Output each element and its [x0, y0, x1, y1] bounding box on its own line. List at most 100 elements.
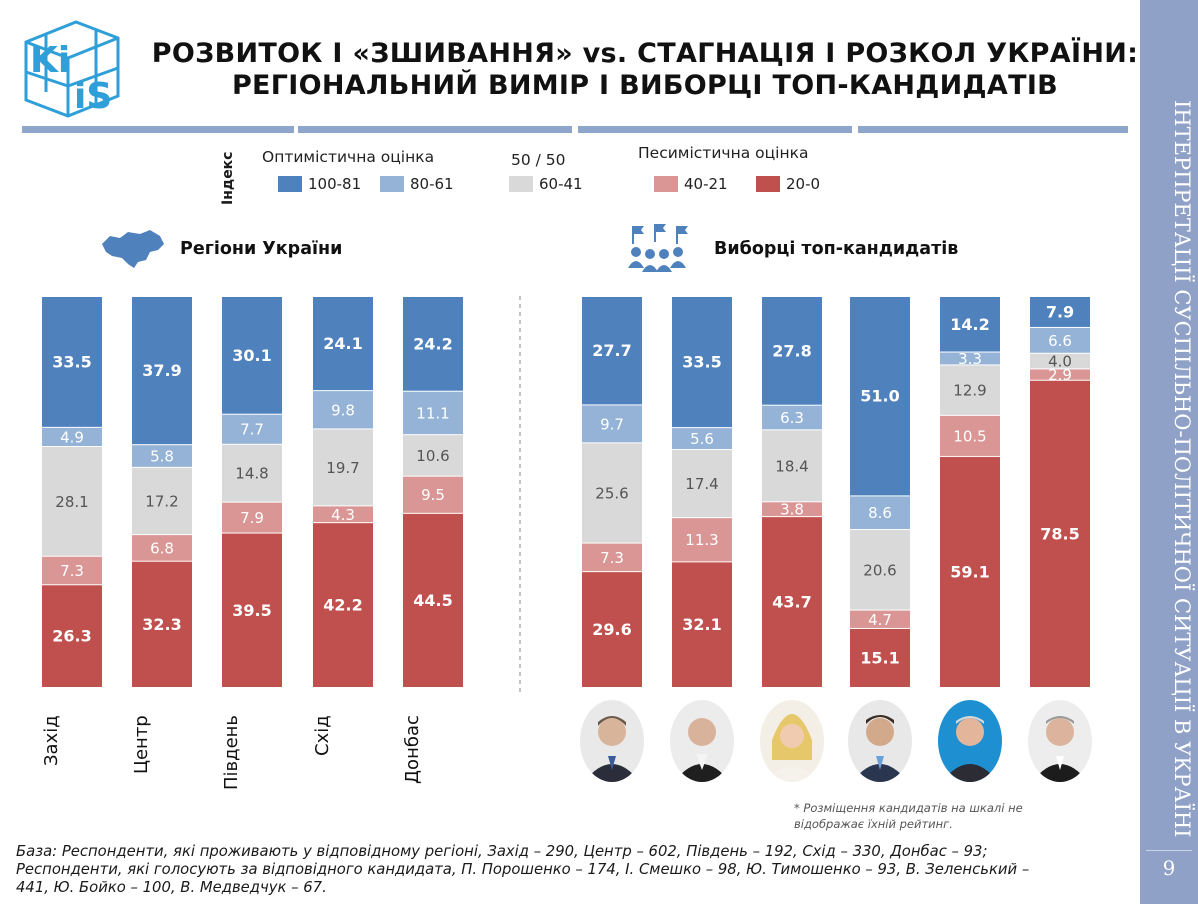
bar-value-label: 51.0 — [860, 387, 899, 406]
bar-segment — [313, 429, 373, 506]
bar-segment — [132, 561, 192, 687]
candidate-portrait-4 — [848, 700, 912, 782]
bar-value-label: 33.5 — [682, 353, 721, 372]
logo-text-is: iS — [74, 76, 112, 117]
regions-section-title: Регіони України — [180, 239, 343, 259]
rating-footnote: * Розміщення кандидатів на шкалі не відо… — [794, 800, 1094, 832]
ukraine-map-icon — [102, 230, 164, 268]
sample-base-note: База: Респонденти, які проживають у відп… — [16, 843, 1136, 897]
bar-segment — [672, 297, 732, 428]
bar-segment — [762, 430, 822, 502]
bar-value-label: 10.5 — [953, 427, 986, 445]
legend-pessimistic-heading: Песимістична оцінка — [638, 144, 809, 162]
bar-segment — [762, 405, 822, 430]
bar-segment — [762, 517, 822, 687]
bar-value-label: 14.8 — [235, 465, 268, 483]
bar-segment — [940, 365, 1000, 415]
bar-segment — [1030, 297, 1090, 327]
region-label-donbas: Донбас — [402, 715, 423, 784]
bar-value-label: 3.8 — [780, 501, 804, 519]
bar-value-label: 44.5 — [413, 591, 452, 610]
legend-index-label: Індекс — [220, 151, 236, 205]
bar-value-label: 6.8 — [150, 539, 174, 557]
legend-label: 20-0 — [786, 175, 821, 193]
bar-segment — [403, 513, 463, 687]
bar-value-label: 32.3 — [142, 615, 181, 634]
bar-value-label: 5.6 — [690, 430, 714, 448]
region-label-tsentr: Центр — [131, 715, 152, 774]
legend-label: 80-61 — [410, 175, 454, 193]
bar-segment — [222, 444, 282, 502]
page-title-line-1: РОЗВИТОК І «ЗШИВАННЯ» vs. СТАГНАЦІЯ І РО… — [151, 38, 1139, 69]
bar-value-label: 78.5 — [1040, 524, 1079, 543]
bar-segment — [132, 297, 192, 445]
page-title-line-2: РЕГІОНАЛЬНИЙ ВИМІР І ВИБОРЦІ ТОП-КАНДИДА… — [231, 70, 1059, 101]
sidebar — [1140, 0, 1198, 904]
bar-segment — [42, 297, 102, 427]
bar-segment — [222, 297, 282, 414]
legend-label: 40-21 — [684, 175, 728, 193]
bar-segment — [582, 572, 642, 687]
bar-value-label: 24.1 — [323, 334, 362, 353]
legend-swatch — [756, 176, 780, 192]
region-label-skhid: Схід — [312, 715, 333, 756]
bar-value-label: 27.7 — [592, 341, 631, 360]
bar-value-label: 28.1 — [55, 493, 88, 511]
legend-swatch — [509, 176, 533, 192]
bar-value-label: 12.9 — [953, 382, 986, 400]
bar-segment — [132, 467, 192, 535]
legend-item-60-41: 60-41 — [509, 174, 583, 194]
region-label-pivden: Південь — [221, 715, 242, 791]
bar-value-label: 4.7 — [868, 611, 892, 629]
bar-value-label: 27.8 — [772, 341, 811, 360]
bar-value-label: 20.6 — [863, 561, 896, 579]
bar-value-label: 17.2 — [145, 492, 178, 510]
base-line-3: 441, Ю. Бойко – 100, В. Медведчук – 67. — [16, 879, 327, 896]
bar-value-label: 7.9 — [240, 509, 264, 527]
legend-swatch — [278, 176, 302, 192]
bar-segment — [762, 297, 822, 405]
bar-value-label: 4.9 — [60, 428, 84, 446]
voters-crowd-icon — [628, 224, 688, 272]
page-number: 9 — [1162, 856, 1176, 880]
bar-segment — [1030, 369, 1090, 380]
bar-value-label: 7.3 — [600, 549, 624, 567]
bar-segment — [313, 523, 373, 687]
bar-segment — [313, 506, 373, 523]
candidate-portrait-5 — [938, 700, 1002, 782]
candidate-portrait-2 — [670, 700, 734, 782]
bar-segment — [403, 435, 463, 476]
legend-label: 100-81 — [308, 175, 362, 193]
bar-value-label: 30.1 — [232, 346, 271, 365]
legend-optimistic-heading: Оптимістична оцінка — [262, 148, 435, 166]
bar-value-label: 4.3 — [331, 506, 355, 524]
bar-segment — [850, 628, 910, 687]
bar-segment — [582, 405, 642, 443]
bar-segment — [940, 415, 1000, 456]
bar-value-label: 25.6 — [595, 484, 628, 502]
bar-value-label: 5.8 — [150, 448, 174, 466]
bar-segment — [940, 456, 1000, 687]
bar-value-label: 37.9 — [142, 361, 181, 380]
bar-segment — [222, 414, 282, 444]
bar-value-label: 11.3 — [685, 531, 718, 549]
kiis-logo: Ki iS — [24, 20, 120, 118]
bar-segment — [313, 297, 373, 391]
bar-segment — [582, 443, 642, 543]
sidebar-text: ІНТЕРПРЕТАЦІЇ СУСПІЛЬНО-ПОЛІТИЧНОЇ СИТУА… — [1170, 100, 1194, 838]
bar-value-label: 14.2 — [950, 315, 989, 334]
base-line-1: База: Респонденти, які проживають у відп… — [16, 843, 988, 860]
region-label-zakhid: Захід — [41, 715, 62, 766]
bar-segment — [403, 391, 463, 435]
bar-value-label: 9.5 — [421, 486, 445, 504]
page-number-divider — [1146, 850, 1192, 851]
candidate-portrait-1 — [580, 700, 644, 782]
bar-segment — [403, 476, 463, 513]
logo-text-ki: Ki — [30, 40, 70, 81]
bar-value-label: 7.9 — [1046, 302, 1074, 321]
bar-segment — [672, 562, 732, 687]
bar-segment — [582, 297, 642, 405]
legend-item-80-61: 80-61 — [380, 174, 454, 194]
bar-value-label: 29.6 — [592, 620, 631, 639]
legend-swatch — [654, 176, 678, 192]
